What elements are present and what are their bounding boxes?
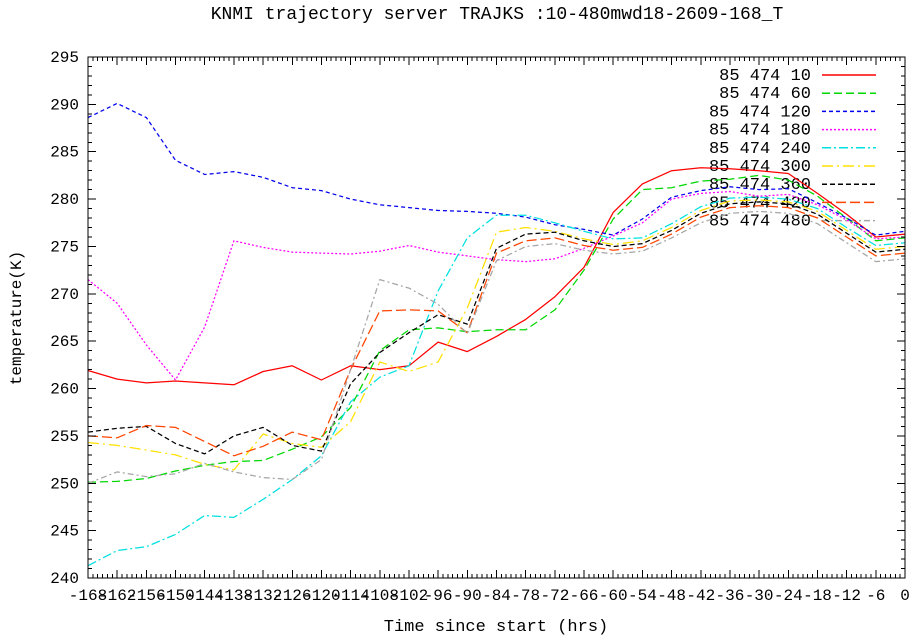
y-tick-label: 240: [50, 570, 79, 588]
y-tick-label: 270: [50, 286, 79, 304]
x-tick-label: -12: [832, 587, 861, 605]
series-line: [87, 190, 906, 381]
x-tick-label: -90: [453, 587, 482, 605]
x-tick-label: -60: [599, 587, 628, 605]
series-line: [87, 167, 906, 386]
series-line: [87, 174, 906, 483]
x-tick-label: -96: [424, 587, 453, 605]
x-tick-label: -36: [715, 587, 744, 605]
series-line: [87, 102, 906, 236]
x-tick-label: -120: [302, 587, 340, 605]
x-tick-label: -18: [803, 587, 832, 605]
tick-labels: -168-162-156-150-144-138-132-126-120-114…: [50, 49, 910, 605]
x-tick-label: -48: [657, 587, 686, 605]
legend-label: 85 474 480: [709, 213, 811, 232]
x-tick-label: -126: [273, 587, 311, 605]
x-tick-label: -78: [511, 587, 540, 605]
plot-border: [87, 56, 906, 579]
series-lines: [87, 102, 906, 567]
x-tick-label: -6: [866, 587, 885, 605]
x-tick-label: -162: [98, 587, 136, 605]
x-tick-label: -24: [774, 587, 803, 605]
legend-label: 85 474 240: [709, 140, 811, 159]
x-axis-label: Time since start (hrs): [384, 618, 608, 637]
x-tick-label: -138: [215, 587, 253, 605]
legend-label: 85 474 180: [709, 122, 811, 141]
legend-label: 85 474 120: [709, 103, 811, 122]
y-tick-label: 245: [50, 523, 79, 541]
y-tick-label: 260: [50, 381, 79, 399]
x-tick-label: -84: [482, 587, 511, 605]
x-tick-label: -144: [185, 587, 223, 605]
x-tick-label: -54: [628, 587, 657, 605]
x-tick-label: -30: [745, 587, 774, 605]
legend-label: 85 474 10: [719, 67, 811, 86]
x-tick-label: -66: [570, 587, 599, 605]
y-tick-label: 265: [50, 333, 79, 351]
y-axis-label: temperature(K): [8, 251, 26, 385]
y-tick-label: 275: [50, 239, 79, 257]
chart-title: KNMI trajectory server TRAJKS :10-480mwd…: [211, 5, 784, 25]
series-line: [87, 201, 906, 455]
x-tick-label: -72: [540, 587, 569, 605]
series-line: [87, 199, 906, 471]
y-tick-label: 295: [50, 49, 79, 67]
x-tick-label: -168: [69, 587, 107, 605]
x-tick-label: -108: [361, 587, 399, 605]
series-line: [87, 210, 906, 484]
y-tick-label: 290: [50, 96, 79, 114]
series-line: [87, 196, 906, 567]
y-tick-label: 255: [50, 428, 79, 446]
x-tick-label: -150: [156, 587, 194, 605]
y-tick-label: 285: [50, 144, 79, 162]
x-tick-label: -102: [390, 587, 428, 605]
x-tick-label: -42: [686, 587, 715, 605]
x-tick-label: -114: [331, 587, 369, 605]
legend-label: 85 474 300: [709, 158, 811, 177]
series-line: [87, 205, 906, 457]
legend-label: 85 474 360: [709, 176, 811, 195]
y-tick-label: 250: [50, 475, 79, 493]
x-tick-label: -132: [244, 587, 282, 605]
y-tick-label: 280: [50, 191, 79, 209]
x-tick-label: 0: [900, 587, 910, 605]
legend-label: 85 474 60: [719, 85, 811, 104]
x-tick-label: -156: [127, 587, 165, 605]
